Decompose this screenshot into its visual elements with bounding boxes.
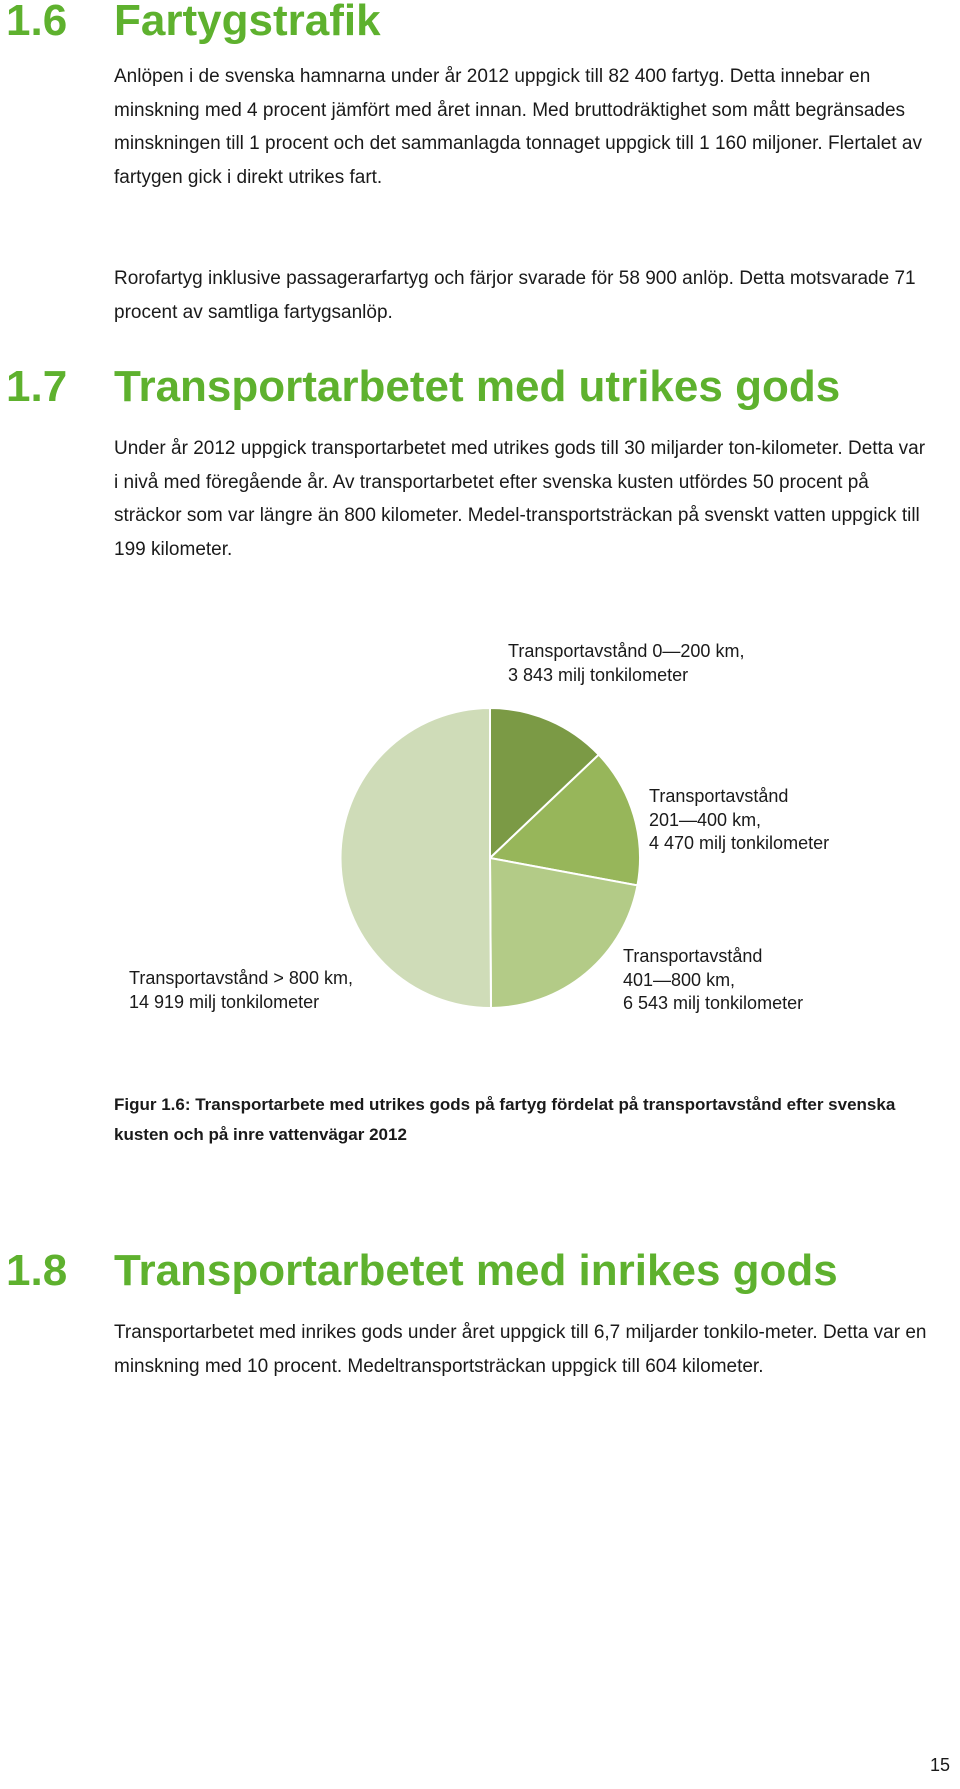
slice-label-line: 3 843 milj tonkilometer xyxy=(508,664,689,685)
slice-label-line: Transportavstånd xyxy=(623,946,763,966)
slice-label-line: Transportavstånd xyxy=(649,786,789,806)
section-number-1-8: 1.8 xyxy=(6,1246,68,1295)
pie-slice-2 xyxy=(488,856,639,1010)
paragraph: Anlöpen i de svenska hamnarna under år 2… xyxy=(114,66,922,188)
paragraph: Transportarbetet med inrikes gods under … xyxy=(114,1322,927,1377)
slice-label-line: Transportavstånd > 800 km, xyxy=(129,968,353,988)
page-number: 15 xyxy=(929,1755,950,1775)
section-title-fartygstrafik: Fartygstrafik xyxy=(114,0,381,45)
section-title-inrikes-gods: Transportarbetet med inrikes gods xyxy=(114,1246,838,1295)
slice-label-line: 201—400 km, xyxy=(649,809,762,830)
slice-label-201-400: Transportavstånd 201—400 km, 4 470 milj … xyxy=(649,785,829,856)
pie-chart: Transportavstånd 0—200 km, 3 843 milj to… xyxy=(0,640,960,1040)
slice-label-line: Transportavstånd 0—200 km, xyxy=(508,641,745,661)
slice-label-0-200: Transportavstånd 0—200 km, 3 843 milj to… xyxy=(508,640,744,687)
pie-slice-0 xyxy=(489,706,601,861)
pie-slice-1 xyxy=(487,753,641,887)
section-number-1-7: 1.7 xyxy=(6,362,68,411)
section-title-utrikes-gods: Transportarbetet med utrikes gods xyxy=(114,362,841,411)
slice-label-line: 4 470 milj tonkilometer xyxy=(649,833,830,853)
figure-caption: Figur 1.6: Transportarbete med utrikes g… xyxy=(114,1095,896,1144)
pie-slice-3 xyxy=(339,706,493,1010)
slice-label-line: 401—800 km, xyxy=(623,969,736,990)
slice-label-line: 6 543 milj tonkilometer xyxy=(623,993,804,1013)
pie-chart-svg xyxy=(339,706,641,1010)
section-number-1-6: 1.6 xyxy=(6,0,68,45)
paragraph: Rorofartyg inklusive passagerarfartyg oc… xyxy=(114,268,916,323)
slice-label-over-800: Transportavstånd > 800 km, 14 919 milj t… xyxy=(129,967,353,1014)
paragraph: Under år 2012 uppgick transportarbetet m… xyxy=(114,438,926,560)
slice-label-401-800: Transportavstånd 401—800 km, 6 543 milj … xyxy=(623,945,803,1016)
slice-label-line: 14 919 milj tonkilometer xyxy=(129,991,320,1012)
